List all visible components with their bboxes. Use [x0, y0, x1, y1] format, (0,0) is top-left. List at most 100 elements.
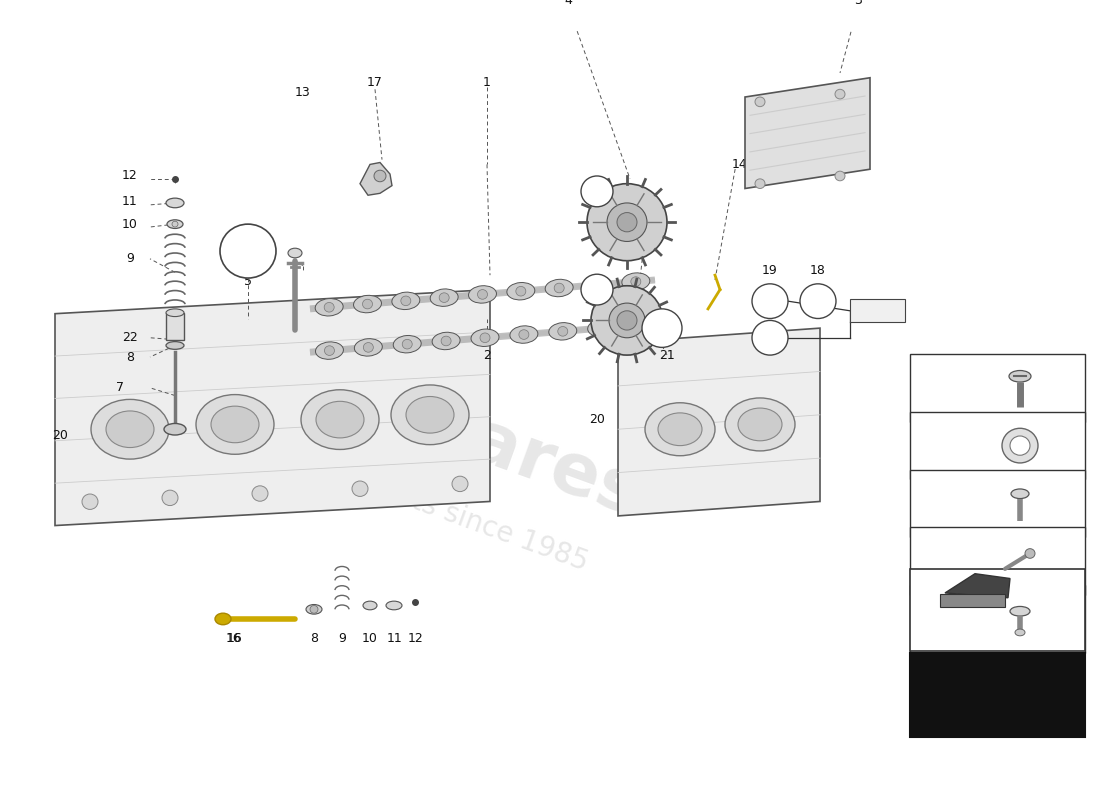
Text: 6: 6 [594, 285, 601, 294]
Polygon shape [940, 594, 1005, 607]
Circle shape [596, 323, 607, 333]
Bar [910, 527, 1085, 595]
Ellipse shape [214, 613, 231, 625]
Circle shape [752, 321, 788, 355]
Bar [910, 412, 1085, 479]
Circle shape [441, 336, 451, 346]
Ellipse shape [471, 329, 499, 346]
Bar [910, 470, 1085, 537]
Text: 5: 5 [244, 275, 252, 289]
Text: 2: 2 [483, 349, 491, 362]
Circle shape [581, 176, 613, 206]
Ellipse shape [583, 276, 612, 294]
Text: 21: 21 [654, 323, 669, 333]
Circle shape [363, 299, 373, 309]
Polygon shape [360, 162, 392, 195]
Ellipse shape [1010, 606, 1030, 616]
Ellipse shape [507, 282, 535, 300]
Ellipse shape [469, 286, 496, 303]
Circle shape [1025, 549, 1035, 558]
Text: 20: 20 [590, 413, 605, 426]
Circle shape [400, 296, 410, 306]
Text: 18: 18 [810, 264, 826, 277]
Text: 22: 22 [122, 331, 138, 344]
Text: 19: 19 [763, 333, 777, 342]
Circle shape [755, 97, 764, 106]
Circle shape [403, 339, 412, 349]
Circle shape [554, 283, 564, 293]
Text: 5: 5 [927, 612, 937, 626]
Circle shape [516, 286, 526, 296]
Circle shape [609, 303, 645, 338]
Ellipse shape [288, 248, 302, 258]
Ellipse shape [546, 279, 573, 297]
Circle shape [172, 222, 178, 227]
Text: 19: 19 [762, 301, 778, 314]
Text: 22: 22 [888, 304, 904, 318]
Text: 8: 8 [310, 632, 318, 645]
Circle shape [835, 90, 845, 99]
Ellipse shape [510, 326, 538, 343]
Bar [910, 653, 1085, 738]
Ellipse shape [316, 342, 343, 359]
Bar [850, 299, 905, 322]
Text: 14: 14 [733, 158, 748, 171]
Ellipse shape [432, 332, 460, 350]
Ellipse shape [430, 289, 458, 306]
Ellipse shape [645, 402, 715, 456]
Circle shape [591, 286, 663, 355]
Circle shape [593, 280, 603, 290]
Ellipse shape [587, 319, 616, 337]
Text: 19: 19 [762, 264, 778, 277]
Circle shape [630, 277, 641, 286]
Circle shape [82, 494, 98, 510]
Ellipse shape [1011, 489, 1028, 498]
Text: 21: 21 [922, 381, 942, 395]
Polygon shape [745, 78, 870, 189]
Text: a passion for parts since 1985: a passion for parts since 1985 [188, 407, 592, 577]
Circle shape [617, 213, 637, 232]
Text: 20: 20 [52, 430, 68, 442]
Circle shape [617, 310, 637, 330]
Circle shape [220, 224, 276, 278]
Text: 21: 21 [659, 349, 675, 362]
Text: 109 02: 109 02 [957, 685, 1037, 705]
Bar [910, 569, 1085, 650]
Circle shape [519, 330, 529, 339]
Circle shape [1010, 436, 1030, 455]
Text: 5: 5 [243, 243, 253, 258]
Ellipse shape [196, 394, 274, 454]
Ellipse shape [106, 411, 154, 447]
Ellipse shape [725, 398, 795, 451]
Text: 10: 10 [122, 218, 138, 230]
Ellipse shape [392, 292, 420, 310]
Ellipse shape [549, 322, 576, 340]
Ellipse shape [363, 601, 377, 610]
Ellipse shape [738, 408, 782, 441]
Ellipse shape [354, 338, 383, 356]
Ellipse shape [91, 399, 169, 459]
Ellipse shape [211, 406, 258, 442]
Ellipse shape [166, 309, 184, 317]
Circle shape [607, 203, 647, 242]
Circle shape [252, 486, 268, 502]
Polygon shape [55, 290, 490, 526]
Text: 12: 12 [122, 170, 138, 182]
Circle shape [324, 302, 334, 312]
Text: 10: 10 [362, 632, 378, 645]
Ellipse shape [406, 397, 454, 433]
Ellipse shape [353, 295, 382, 313]
Text: 19: 19 [763, 296, 777, 306]
Ellipse shape [1015, 629, 1025, 636]
Ellipse shape [390, 385, 469, 445]
Circle shape [439, 293, 449, 302]
Text: 13: 13 [295, 86, 311, 98]
Ellipse shape [316, 402, 364, 438]
Text: 4: 4 [564, 0, 572, 7]
Ellipse shape [627, 316, 654, 334]
Text: 1: 1 [483, 76, 491, 89]
Text: 3: 3 [854, 0, 862, 7]
Ellipse shape [301, 390, 380, 450]
Text: euroSPares: euroSPares [189, 308, 650, 531]
Circle shape [352, 481, 368, 497]
